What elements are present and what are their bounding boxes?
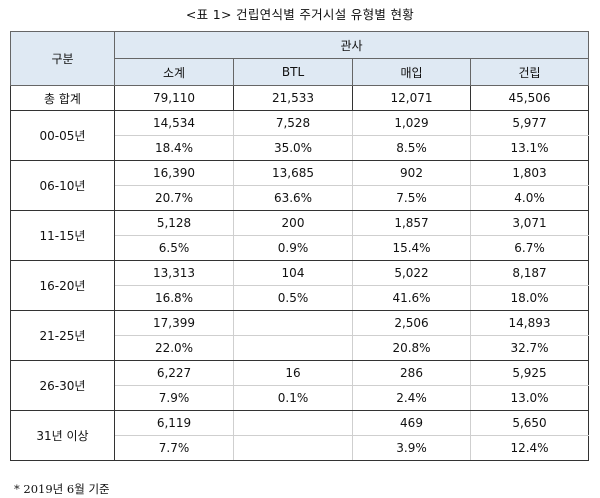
count-build: 14,893 — [469, 310, 590, 336]
percent-subtotal: 22.0% — [114, 335, 234, 361]
percent-build: 12.4% — [469, 435, 590, 461]
table-row: 31년 이상 6,119 469 5,650 — [10, 410, 590, 461]
table-row-percent: 7.7% 3.9% 12.4% — [11, 435, 590, 461]
percent-btl — [233, 335, 353, 361]
percent-purchase: 41.6% — [352, 285, 471, 311]
percent-btl — [233, 435, 353, 461]
count-purchase: 1,029 — [352, 110, 471, 136]
count-purchase: 902 — [352, 160, 471, 186]
table-row-percent: 18.4% 35.0% 8.5% 13.1% — [11, 135, 590, 161]
table-title: <표 1> 건립연식별 주거시설 유형별 현황 — [185, 7, 415, 22]
count-subtotal: 16,390 — [114, 160, 234, 186]
percent-build: 18.0% — [469, 285, 590, 311]
table-row: 06-10년 16,390 13,685 902 1,803 — [10, 160, 590, 211]
count-build: 8,187 — [469, 260, 590, 286]
header-col-subtotal: 소계 — [114, 58, 234, 86]
percent-subtotal: 7.7% — [114, 435, 234, 461]
percent-subtotal: 18.4% — [114, 135, 234, 161]
count-btl — [233, 410, 353, 436]
header-col-btl: BTL — [233, 58, 353, 86]
total-subtotal: 79,110 — [114, 85, 234, 111]
table-row-percent: 20.7% 63.6% 7.5% 4.0% — [11, 185, 590, 211]
percent-btl: 0.5% — [233, 285, 353, 311]
count-subtotal: 17,399 — [114, 310, 234, 336]
percent-build: 13.1% — [469, 135, 590, 161]
percent-purchase: 8.5% — [352, 135, 471, 161]
total-row: 총 합계 79,110 21,533 12,071 45,506 — [10, 85, 590, 111]
total-btl: 21,533 — [233, 85, 353, 111]
percent-build: 13.0% — [469, 385, 590, 411]
header-row-2: 소계 BTL 매입 건립 — [11, 58, 590, 86]
percent-btl: 0.1% — [233, 385, 353, 411]
table-row: 26-30년 6,227 16 286 5,925 — [10, 360, 590, 411]
percent-btl: 35.0% — [233, 135, 353, 161]
header-row-1: 구분 관사 — [10, 31, 590, 86]
row-label: 26-30년 — [10, 360, 115, 411]
table-row: 16-20년 13,313 104 5,022 8,187 — [10, 260, 590, 311]
header-col-build: 건립 — [469, 58, 590, 86]
table-row-percent: 6.5% 0.9% 15.4% 6.7% — [11, 235, 590, 261]
table-row: 11-15년 5,128 200 1,857 3,071 — [10, 210, 590, 261]
percent-subtotal: 6.5% — [114, 235, 234, 261]
count-build: 5,650 — [469, 410, 590, 436]
total-label: 총 합계 — [10, 85, 115, 111]
table-row-percent: 7.9% 0.1% 2.4% 13.0% — [11, 385, 590, 411]
percent-purchase: 15.4% — [352, 235, 471, 261]
row-label: 16-20년 — [10, 260, 115, 311]
count-btl — [233, 310, 353, 336]
percent-purchase: 7.5% — [352, 185, 471, 211]
count-btl: 7,528 — [233, 110, 353, 136]
row-label: 21-25년 — [10, 310, 115, 361]
percent-purchase: 2.4% — [352, 385, 471, 411]
table-row: 21-25년 17,399 2,506 14,893 — [10, 310, 590, 361]
count-btl: 200 — [233, 210, 353, 236]
count-btl: 104 — [233, 260, 353, 286]
count-subtotal: 6,119 — [114, 410, 234, 436]
header-category: 구분 — [10, 31, 115, 86]
count-build: 5,925 — [469, 360, 590, 386]
count-btl: 13,685 — [233, 160, 353, 186]
count-btl: 16 — [233, 360, 353, 386]
total-purchase: 12,071 — [352, 85, 471, 111]
row-label: 31년 이상 — [10, 410, 115, 461]
percent-subtotal: 7.9% — [114, 385, 234, 411]
total-build: 45,506 — [469, 85, 590, 111]
percent-build: 4.0% — [469, 185, 590, 211]
table-row-percent: 22.0% 20.8% 32.7% — [11, 335, 590, 361]
count-purchase: 2,506 — [352, 310, 471, 336]
row-label: 11-15년 — [10, 210, 115, 261]
percent-purchase: 3.9% — [352, 435, 471, 461]
footnote: * 2019년 6월 기준 — [14, 482, 110, 496]
count-build: 1,803 — [469, 160, 590, 186]
count-build: 5,977 — [469, 110, 590, 136]
count-subtotal: 6,227 — [114, 360, 234, 386]
count-subtotal: 13,313 — [114, 260, 234, 286]
count-build: 3,071 — [469, 210, 590, 236]
count-purchase: 1,857 — [352, 210, 471, 236]
count-subtotal: 14,534 — [114, 110, 234, 136]
table-row-percent: 16.8% 0.5% 41.6% 18.0% — [11, 285, 590, 311]
percent-btl: 0.9% — [233, 235, 353, 261]
percent-btl: 63.6% — [233, 185, 353, 211]
percent-build: 32.7% — [469, 335, 590, 361]
table-row: 00-05년 14,534 7,528 1,029 5,977 — [10, 110, 590, 161]
row-label: 06-10년 — [10, 160, 115, 211]
count-purchase: 469 — [352, 410, 471, 436]
percent-build: 6.7% — [469, 235, 590, 261]
percent-purchase: 20.8% — [352, 335, 471, 361]
header-group: 관사 — [113, 31, 590, 59]
count-purchase: 286 — [352, 360, 471, 386]
row-label: 00-05년 — [10, 110, 115, 161]
count-subtotal: 5,128 — [114, 210, 234, 236]
header-col-purchase: 매입 — [352, 58, 471, 86]
housing-table: 구분 관사 소계 BTL 매입 건립 총 합계 79,110 21,533 12… — [10, 31, 590, 461]
percent-subtotal: 16.8% — [114, 285, 234, 311]
count-purchase: 5,022 — [352, 260, 471, 286]
percent-subtotal: 20.7% — [114, 185, 234, 211]
